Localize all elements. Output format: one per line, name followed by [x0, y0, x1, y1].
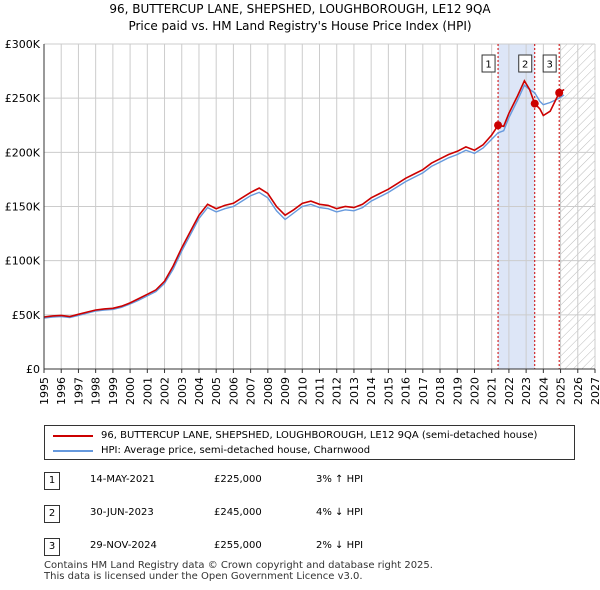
x-tick-label: 2005 [210, 377, 223, 405]
sale-hpi-change: 2% ↓ HPI [316, 540, 364, 551]
x-tick-label: 2000 [124, 377, 137, 405]
sale-number-badge: 3 [44, 538, 60, 556]
x-tick-label: 2001 [141, 377, 154, 405]
y-tick-label: £150K [5, 201, 41, 214]
legend-item-price: 96, BUTTERCUP LANE, SHEPSHED, LOUGHBOROU… [53, 428, 537, 444]
x-tick-label: 2009 [279, 377, 292, 405]
chart-title: 96, BUTTERCUP LANE, SHEPSHED, LOUGHBOROU… [0, 1, 600, 35]
sale-label-box [542, 54, 557, 73]
x-tick-label: 2004 [193, 377, 206, 405]
y-tick-label: £50K [12, 309, 41, 322]
x-tick-label: 2014 [365, 377, 378, 405]
x-tick-label: 1997 [72, 377, 85, 405]
x-tick-label: 2017 [417, 377, 430, 405]
sale-row: 2 30-JUN-2023 £245,000 4% ↓ HPI [44, 505, 444, 525]
chart-legend: 96, BUTTERCUP LANE, SHEPSHED, LOUGHBOROU… [44, 425, 575, 460]
sale-label-number: 3 [546, 60, 552, 71]
x-tick-label: 2022 [503, 377, 516, 405]
y-tick-label: £250K [5, 92, 41, 105]
sale-price: £255,000 [214, 540, 262, 551]
x-tick-label: 2018 [434, 377, 447, 405]
legend-label-hpi: HPI: Average price, semi-detached house,… [101, 445, 371, 456]
x-tick-label: 1998 [90, 377, 103, 405]
x-tick-label: 2013 [348, 377, 361, 405]
y-tick-label: £100K [5, 255, 41, 268]
sale-row: 3 29-NOV-2024 £255,000 2% ↓ HPI [44, 538, 444, 558]
x-tick-label: 2011 [314, 377, 327, 405]
sale-point [494, 121, 503, 130]
legend-label-price: 96, BUTTERCUP LANE, SHEPSHED, LOUGHBOROU… [101, 430, 538, 441]
y-tick-label: £200K [5, 146, 41, 159]
x-tick-label: 1999 [107, 377, 120, 405]
sale-number-badge: 2 [44, 505, 60, 523]
legend-swatch-price [53, 435, 93, 437]
x-tick-label: 2010 [296, 377, 309, 405]
x-tick-label: 1996 [55, 377, 68, 405]
footer-attribution: Contains HM Land Registry data © Crown c… [44, 560, 433, 582]
x-tick-label: 2008 [262, 377, 275, 405]
sale-price: £225,000 [214, 474, 262, 485]
legend-item-hpi: HPI: Average price, semi-detached house,… [53, 443, 370, 459]
sale-point [530, 99, 539, 108]
sale-date: 29-NOV-2024 [90, 540, 157, 551]
x-tick-label: 2019 [451, 377, 464, 405]
x-tick-label: 2015 [382, 377, 395, 405]
x-tick-label: 2023 [520, 377, 533, 405]
price-paid-line [43, 79, 565, 318]
x-tick-label: 2016 [400, 377, 413, 405]
sale-point [555, 88, 564, 97]
sale-label-box [518, 54, 533, 73]
sale-number-badge: 1 [44, 472, 60, 490]
sale-hpi-change: 4% ↓ HPI [316, 507, 364, 518]
y-tick-label: £0 [26, 363, 40, 376]
x-tick-label: 2021 [486, 377, 499, 405]
x-tick-label: 2020 [468, 377, 481, 405]
x-tick-label: 1995 [38, 377, 51, 405]
y-tick-label: £300K [5, 38, 41, 51]
sale-label-number: 2 [522, 60, 528, 71]
x-tick-label: 2012 [331, 377, 344, 405]
sale-hpi-change: 3% ↑ HPI [316, 474, 364, 485]
title-line-2: Price paid vs. HM Land Registry's House … [128, 19, 472, 33]
x-tick-label: 2002 [159, 377, 172, 405]
price-chart: 1 2 3 £0 £50K £100K £150K £200K £250K £300K 1995 1… [5, 38, 600, 405]
title-line-1: 96, BUTTERCUP LANE, SHEPSHED, LOUGHBOROU… [109, 2, 491, 16]
hpi-line [43, 84, 565, 319]
footer-line-2: This data is licensed under the Open Gov… [44, 571, 363, 582]
x-tick-label: 2006 [227, 377, 240, 405]
sale-label-number: 1 [485, 60, 491, 71]
x-tick-label: 2003 [176, 377, 189, 405]
x-tick-label: 2025 [555, 377, 568, 405]
sale-label-box [481, 54, 496, 73]
x-tick-label: 2027 [589, 377, 600, 405]
sale-row: 1 14-MAY-2021 £225,000 3% ↑ HPI [44, 472, 444, 492]
sale-date: 14-MAY-2021 [90, 474, 156, 485]
footer-line-1: Contains HM Land Registry data © Crown c… [44, 560, 433, 571]
x-tick-label: 2026 [572, 377, 585, 405]
sale-date: 30-JUN-2023 [90, 507, 154, 518]
x-tick-label: 2024 [537, 377, 550, 405]
legend-swatch-hpi [53, 450, 93, 452]
x-tick-label: 2007 [245, 377, 258, 405]
sale-price: £245,000 [214, 507, 262, 518]
